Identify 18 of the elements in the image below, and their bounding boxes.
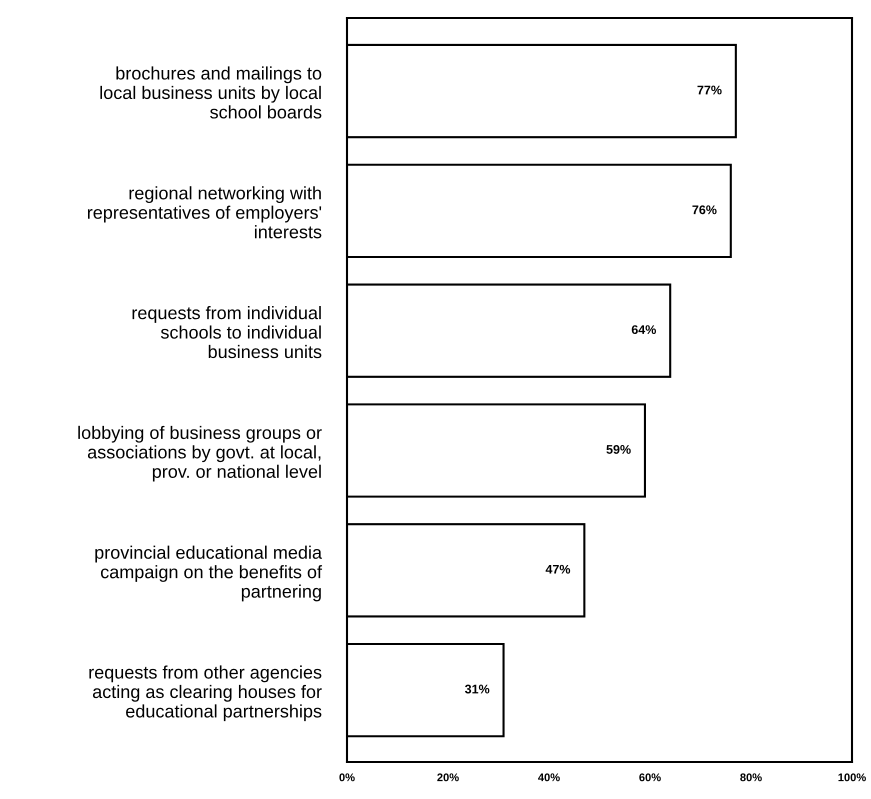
y-tick-label: brochures and mailings to local business units by local school boards bbox=[100, 66, 322, 119]
y-tick-label: lobbying of business groups or associations by govt. at local, prov. or national level bbox=[78, 426, 322, 482]
y-tick-label: requests from individual schools to individual business units bbox=[132, 306, 322, 358]
x-tick-label: 100% bbox=[838, 773, 866, 782]
y-tick-label: regional networking with representatives of employers' interests bbox=[88, 186, 322, 238]
y-tick-label: requests from other agencies acting as clearing houses for educational partnerships bbox=[89, 665, 322, 722]
x-tick-label: 40% bbox=[538, 773, 560, 782]
x-tick-label: 0% bbox=[339, 773, 355, 782]
x-tick-label: 80% bbox=[740, 773, 762, 782]
y-tick-label: provincial educational media campaign on the benefits of partnering bbox=[95, 546, 322, 602]
x-tick-label: 20% bbox=[437, 773, 459, 782]
data-label: 77% bbox=[698, 86, 722, 94]
x-tick-label: 60% bbox=[639, 773, 661, 782]
data-label: 31% bbox=[464, 684, 490, 694]
data-label: 76% bbox=[692, 205, 717, 214]
data-label: 64% bbox=[632, 325, 656, 334]
data-label: 47% bbox=[546, 564, 570, 574]
data-label: 59% bbox=[606, 445, 631, 454]
